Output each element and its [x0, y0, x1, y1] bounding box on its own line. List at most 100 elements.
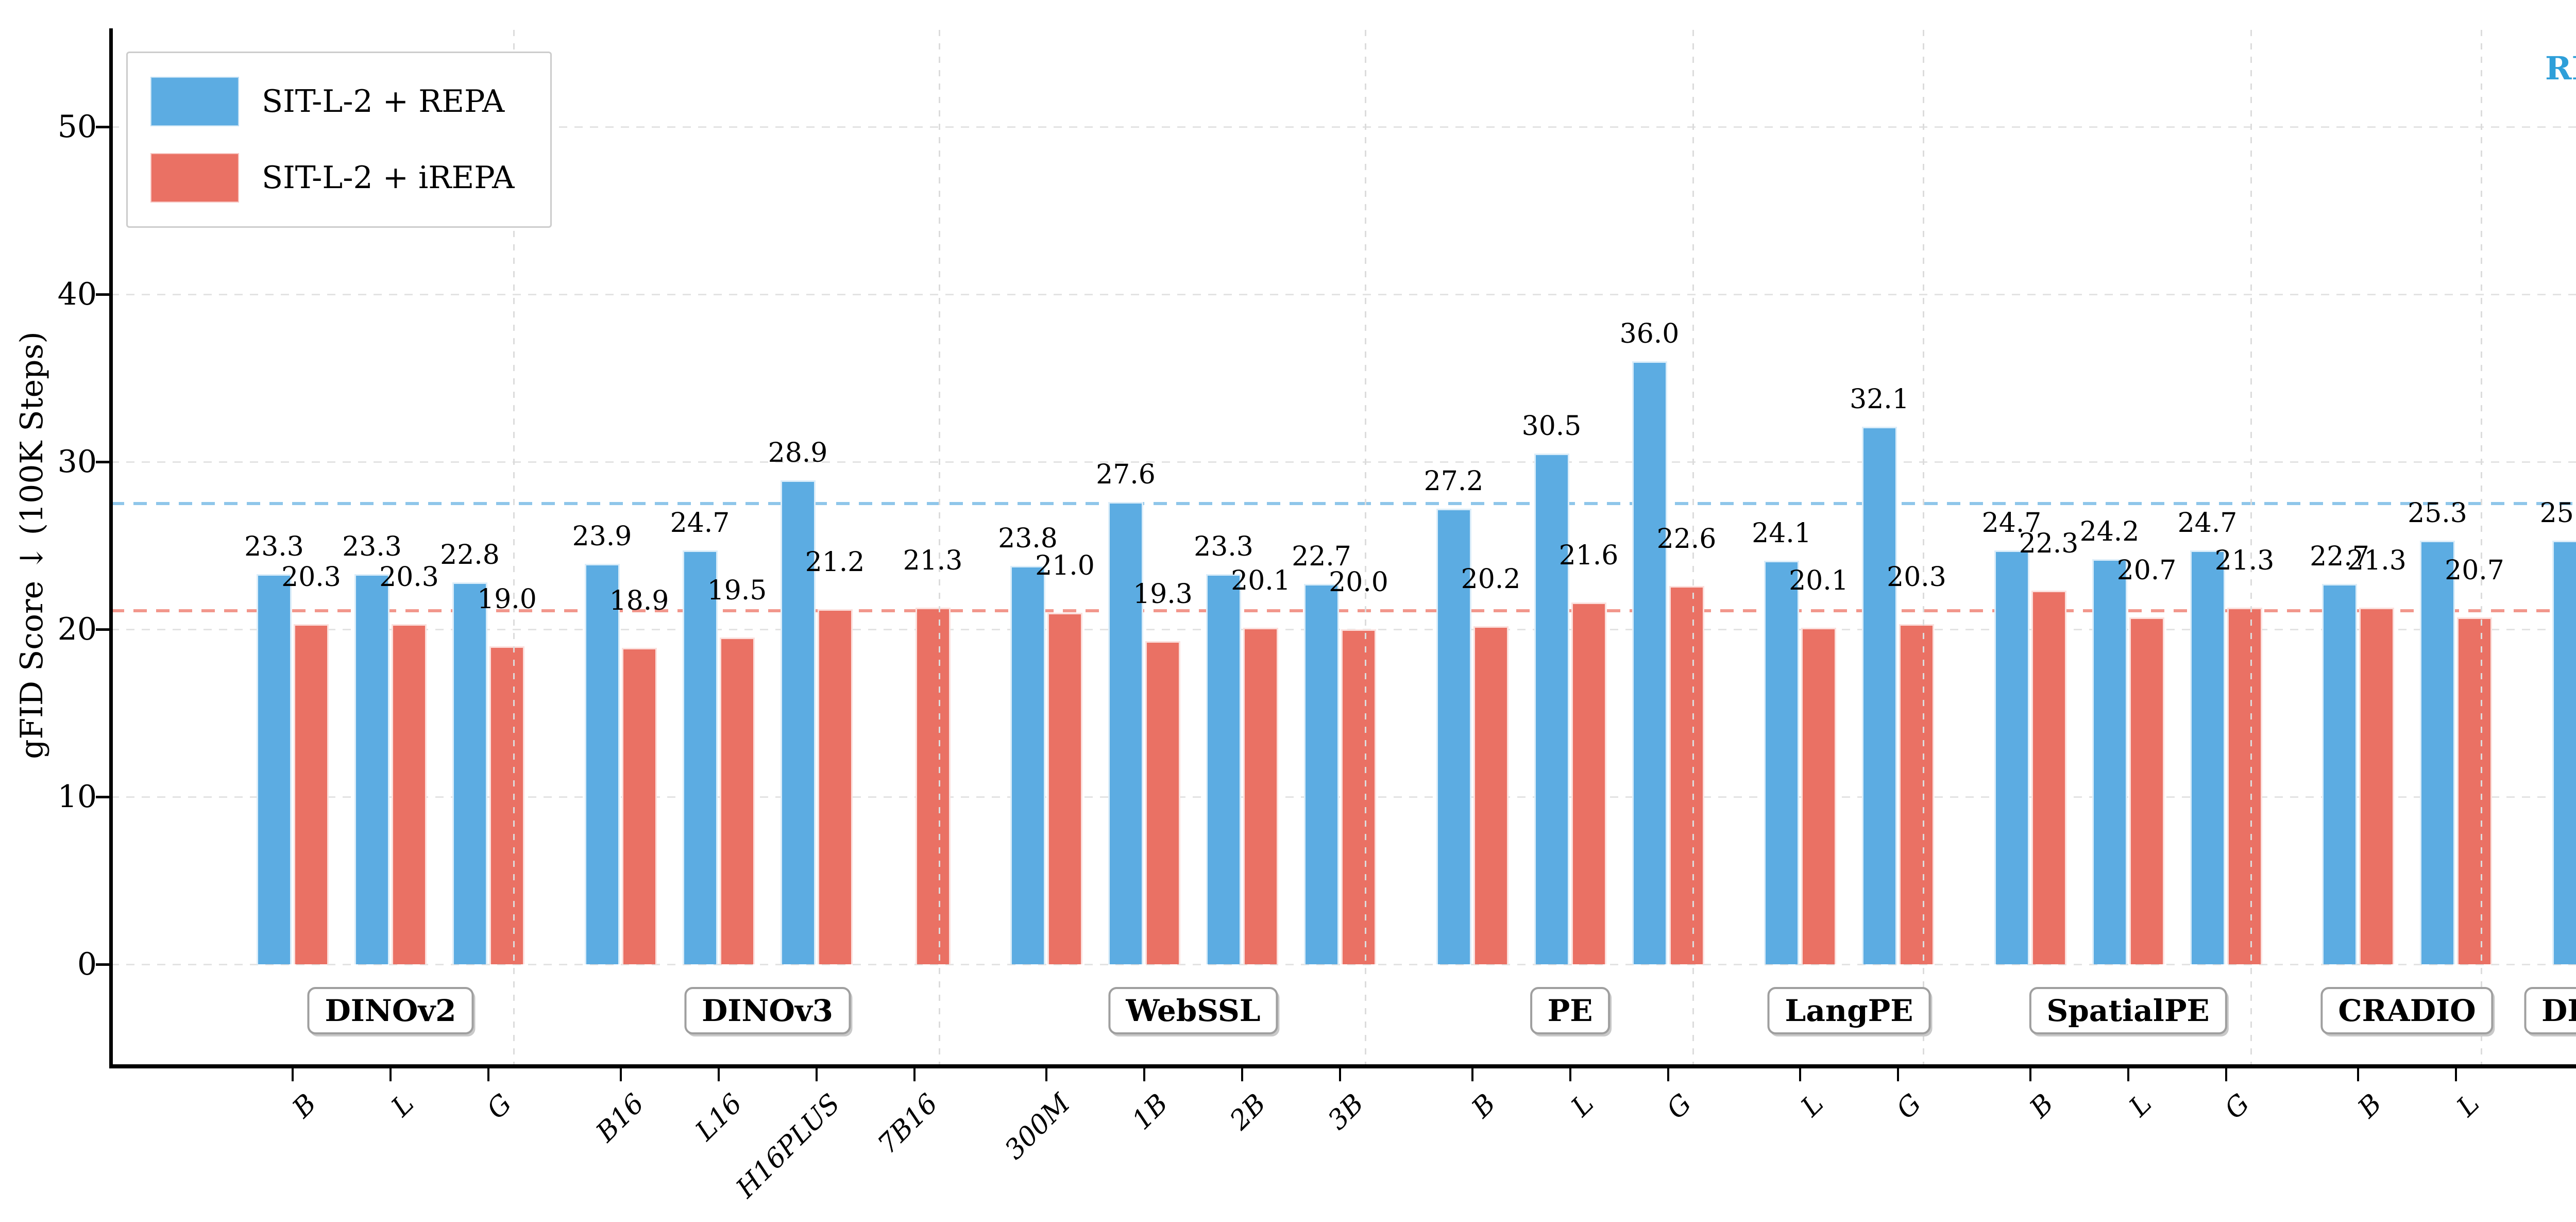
bar-irepa — [2227, 607, 2262, 964]
bar-irepa — [915, 607, 951, 964]
avg-annotations: REPA Avg: 27.5 | iREPA Avg: 21.1 — [2545, 49, 2576, 87]
x-tick-label: 2B — [1224, 1088, 1272, 1136]
x-tick — [1339, 1064, 1341, 1081]
bar-value-label: 24.7 — [2177, 508, 2238, 539]
group-label: DINOv3 — [684, 987, 851, 1034]
x-tick-label: G — [1890, 1088, 1928, 1126]
x-tick-label: L — [385, 1088, 420, 1123]
x-tick-label: H16PLUS — [730, 1088, 846, 1204]
bar-value-label: 21.2 — [805, 547, 865, 578]
bar-value-label: 25.3 — [2539, 497, 2576, 529]
bar-repa — [1632, 361, 1667, 964]
bar-value-label: 22.6 — [1656, 523, 1717, 555]
legend-item-irepa: SIT-L-2 + iREPA — [150, 153, 514, 203]
x-axis-spine — [109, 1064, 2576, 1068]
x-tick — [2127, 1064, 2129, 1081]
y-tick-label: 50 — [57, 109, 97, 145]
bar-value-label: 21.0 — [1035, 550, 1095, 581]
x-tick — [1799, 1064, 1801, 1081]
x-tick-label: L — [1565, 1088, 1600, 1123]
bar-value-label: 28.9 — [768, 437, 828, 468]
bar-value-label: 21.3 — [903, 545, 963, 576]
x-tick — [1045, 1064, 1047, 1081]
bar-repa — [584, 564, 620, 964]
bar-value-label: 22.7 — [1292, 541, 1351, 573]
bar-value-label: 24.7 — [670, 508, 730, 539]
x-tick — [1471, 1064, 1473, 1081]
x-tick — [2225, 1064, 2227, 1081]
x-tick-label: L — [2123, 1088, 2158, 1123]
x-tick-label: L — [1795, 1088, 1830, 1123]
group-separator — [2480, 30, 2482, 1064]
x-tick-label: B16 — [590, 1088, 651, 1148]
bar-repa — [257, 574, 292, 964]
bar-irepa — [2359, 607, 2394, 964]
bar-irepa — [1145, 641, 1180, 964]
y-tick — [96, 125, 111, 128]
group-label: PE — [1530, 987, 1611, 1034]
legend-swatch-repa — [150, 77, 239, 126]
y-tick-label: 40 — [57, 276, 97, 312]
bar-value-label: 25.3 — [2408, 497, 2467, 529]
x-tick-label: B — [1466, 1088, 1502, 1124]
bar-value-label: 24.2 — [2079, 516, 2140, 547]
bar-irepa — [489, 646, 524, 964]
x-tick — [2455, 1064, 2457, 1081]
bar-value-label: 23.3 — [342, 531, 402, 562]
x-tick — [1569, 1064, 1571, 1081]
bar-irepa — [2457, 617, 2492, 964]
bar-repa — [2322, 584, 2357, 964]
y-tick-label: 30 — [57, 444, 97, 480]
bar-value-label: 23.9 — [572, 521, 632, 553]
group-label: WebSSL — [1108, 987, 1278, 1034]
bar-value-label: 22.8 — [440, 540, 500, 571]
bar-value-label: 18.9 — [609, 585, 669, 616]
bar-value-label: 23.8 — [998, 523, 1058, 554]
bar-repa — [1764, 560, 1799, 964]
x-tick — [815, 1064, 818, 1081]
bar-value-label: 21.3 — [2347, 545, 2406, 576]
bar-repa — [780, 480, 816, 964]
gridline — [111, 126, 2576, 128]
bar-value-label: 20.0 — [1329, 567, 1388, 598]
avg-line-irepa — [111, 609, 2576, 613]
x-tick-label: 300M — [998, 1088, 1076, 1166]
bar-value-label: 24.1 — [1752, 517, 1811, 549]
bar-irepa — [621, 647, 657, 964]
gridline — [111, 293, 2576, 295]
y-tick-label: 20 — [57, 611, 97, 647]
bar-irepa — [1047, 612, 1082, 964]
bar-repa — [2092, 559, 2127, 964]
bar-value-label: 32.1 — [1850, 383, 1909, 415]
x-tick-label: B — [286, 1088, 323, 1124]
x-tick-label: G — [1660, 1088, 1698, 1126]
legend: SIT-L-2 + REPA SIT-L-2 + iREPA — [126, 52, 552, 228]
bar-repa — [1862, 426, 1897, 964]
bar-irepa — [1899, 624, 1934, 964]
bar-repa — [1534, 453, 1569, 964]
bar-irepa — [294, 624, 329, 964]
avg-annotation-repa: REPA Avg: 27.5 — [2545, 49, 2576, 87]
bar-irepa — [1669, 585, 1704, 964]
x-tick — [913, 1064, 916, 1081]
y-tick-label: 0 — [77, 946, 97, 982]
avg-line-repa — [111, 502, 2576, 506]
y-tick — [96, 628, 111, 631]
x-tick-label: L — [2451, 1088, 2486, 1123]
bar-value-label: 24.7 — [1981, 508, 2042, 539]
bar-repa — [1436, 509, 1471, 964]
x-tick — [2357, 1064, 2359, 1081]
bar-value-label: 20.3 — [1887, 562, 1946, 593]
bar-value-label: 21.6 — [1558, 540, 1619, 571]
x-tick-label: 1B — [1126, 1088, 1174, 1136]
gridline — [111, 461, 2576, 463]
group-label: DINOv2 — [307, 987, 474, 1034]
x-tick — [487, 1064, 489, 1081]
bar-value-label: 19.3 — [1133, 578, 1193, 610]
y-tick — [96, 460, 111, 463]
group-separator — [2250, 30, 2252, 1064]
gridline — [111, 963, 2576, 965]
bar-value-label: 20.1 — [1231, 565, 1291, 596]
